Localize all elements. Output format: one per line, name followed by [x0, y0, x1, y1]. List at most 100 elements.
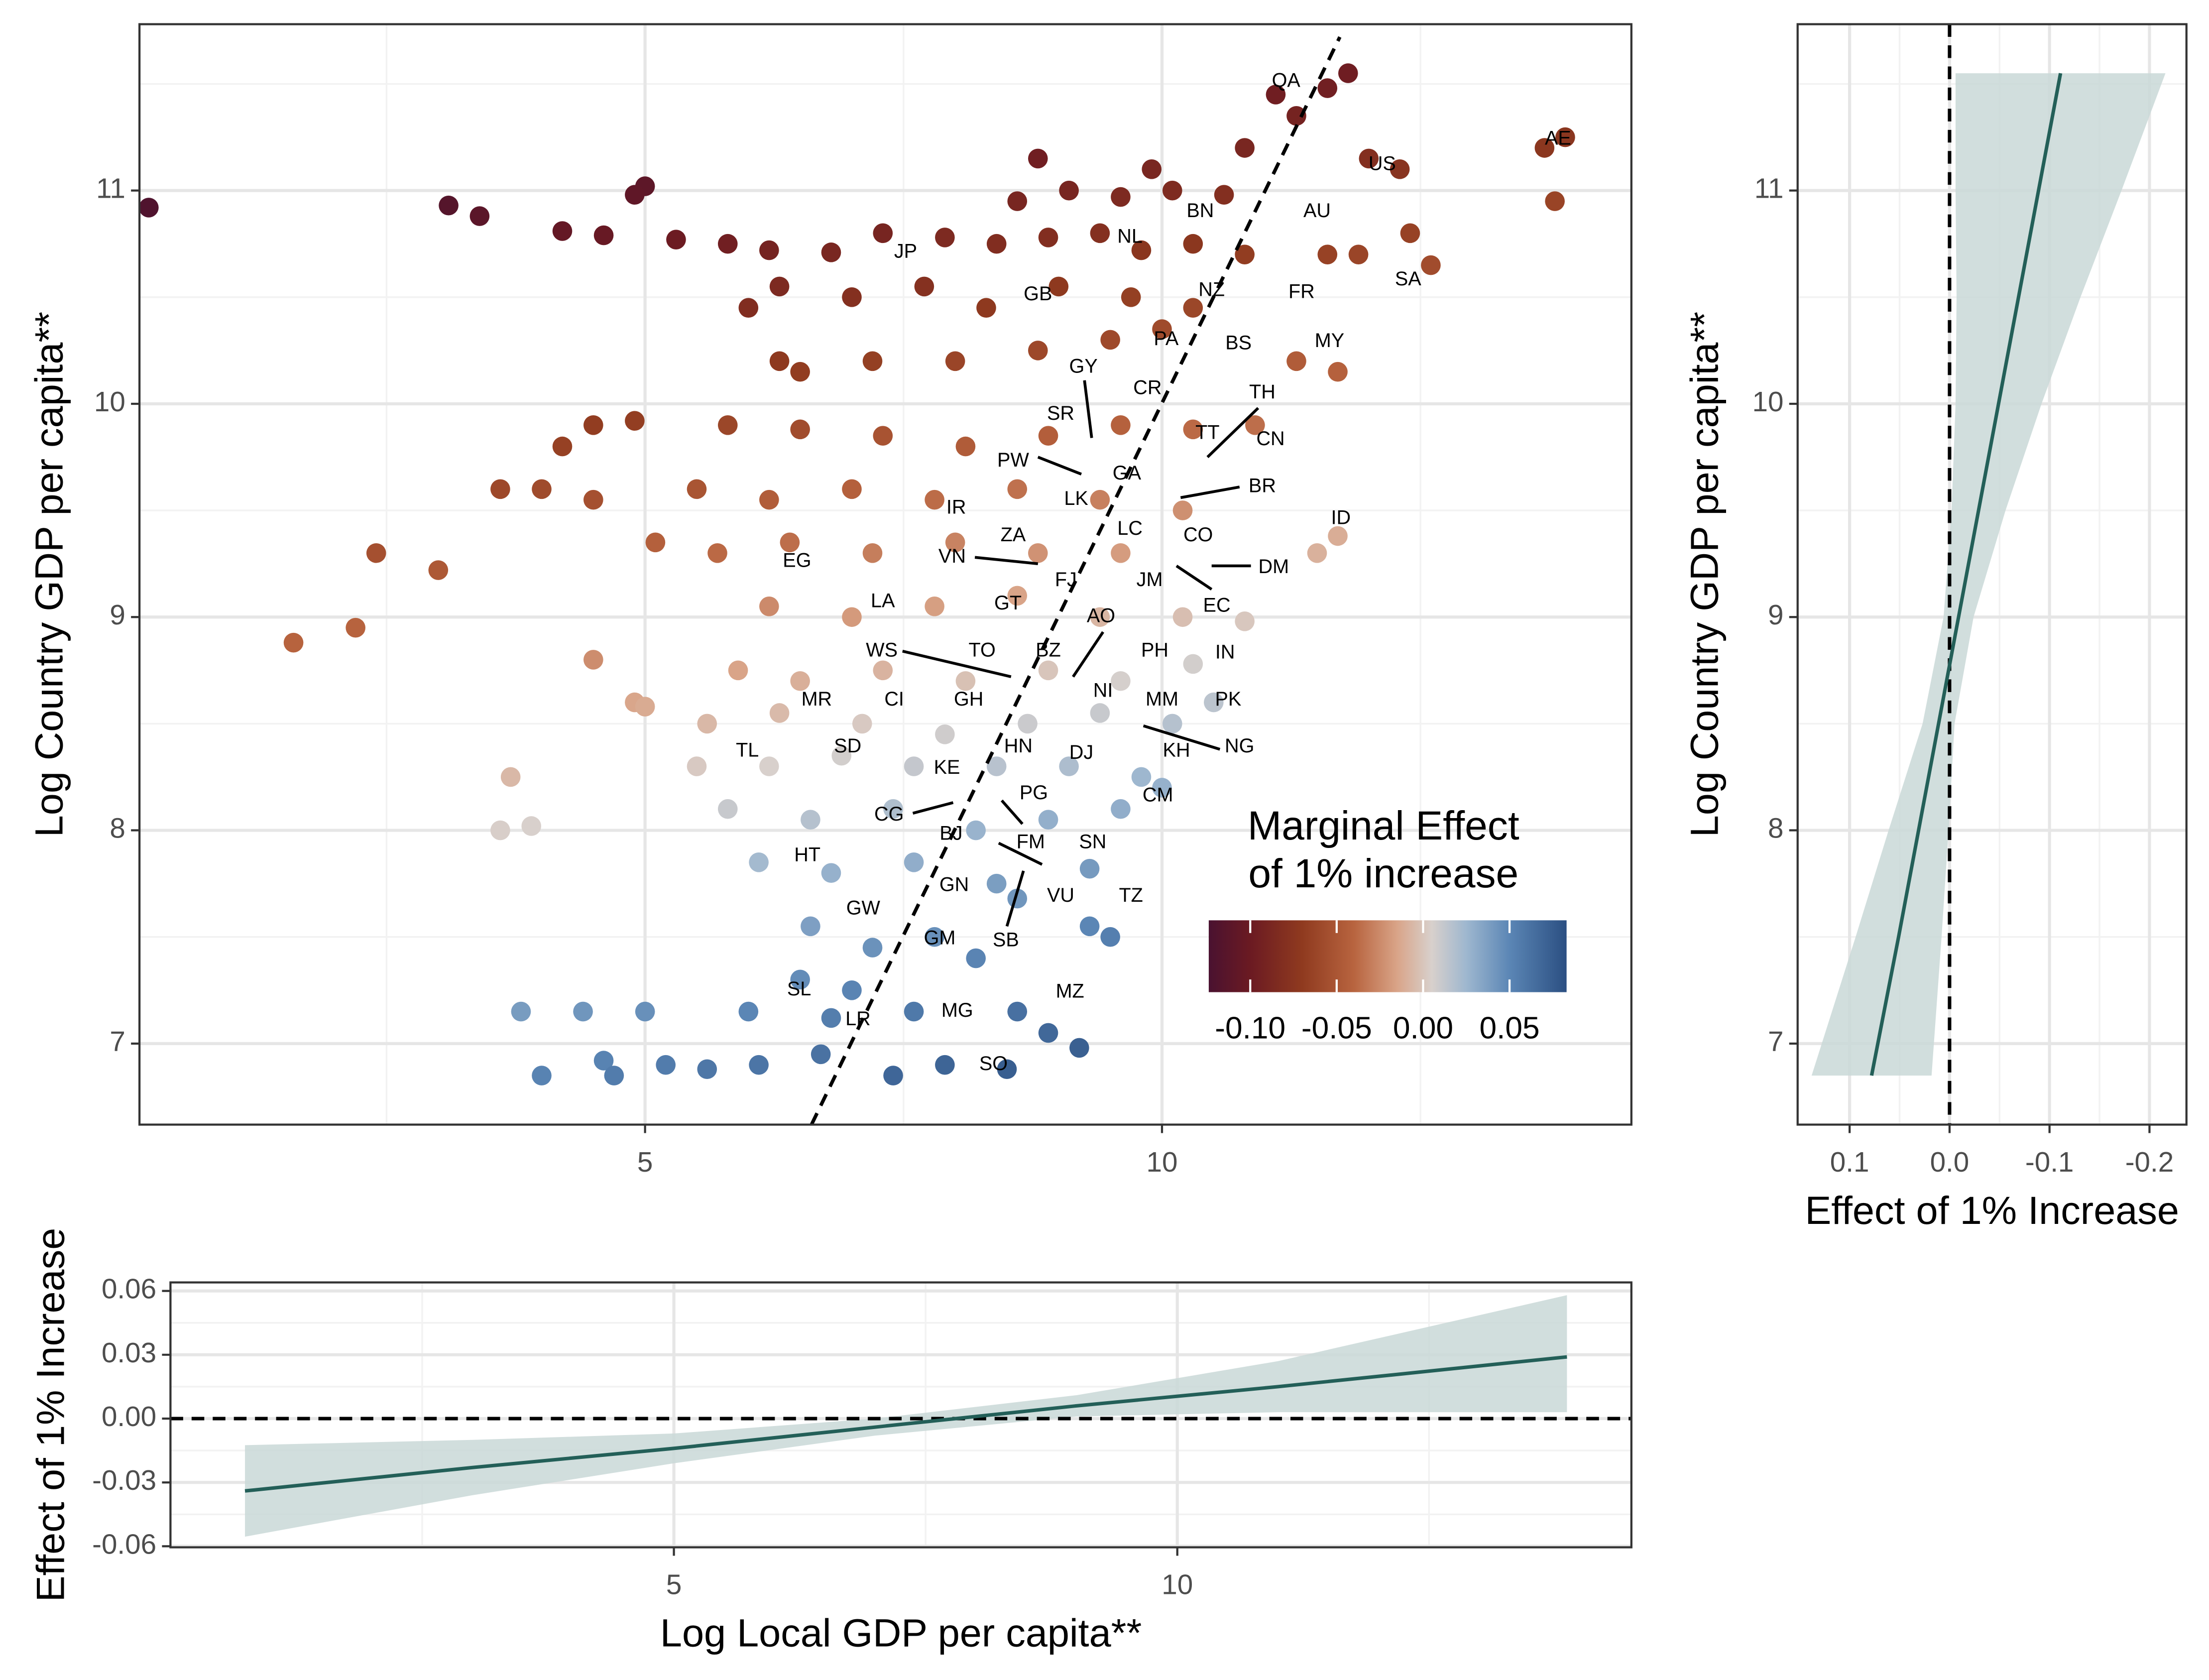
point: [883, 799, 903, 819]
point: [904, 756, 924, 776]
country-label: JP: [894, 240, 917, 262]
point: [490, 479, 510, 499]
country-label: CN: [1256, 428, 1284, 450]
panel-border: [1796, 23, 2188, 1126]
point: [842, 607, 862, 627]
y-axis-title: Log Country GDP per capita**: [1682, 312, 1727, 837]
country-label: TZ: [1119, 884, 1143, 906]
country-label: NZ: [1198, 278, 1225, 300]
country-label: ZA: [1001, 524, 1026, 546]
country-label: AE: [1545, 127, 1571, 149]
point: [1348, 244, 1369, 264]
country-label: NI: [1093, 680, 1113, 702]
point: [583, 415, 603, 435]
point: [842, 287, 862, 307]
point: [955, 671, 976, 691]
point: [1007, 1001, 1028, 1022]
point: [697, 714, 717, 734]
point: [1172, 607, 1193, 627]
country-label: SL: [787, 978, 811, 1000]
point: [1007, 191, 1028, 211]
point: [532, 1066, 552, 1085]
point: [1079, 916, 1100, 937]
panel-border: [169, 1281, 1632, 1549]
point: [1111, 415, 1131, 435]
point: [976, 298, 996, 318]
point: [1328, 526, 1348, 546]
country-label: VN: [938, 545, 966, 567]
leader-line: [1180, 485, 1240, 499]
leader-line: [1005, 870, 1025, 927]
country-label: GT: [994, 592, 1022, 614]
point: [1038, 1023, 1058, 1043]
y-tick-label: 10: [94, 386, 125, 417]
y-tick-label: 11: [1754, 173, 1784, 204]
point: [1555, 127, 1575, 147]
point: [583, 650, 603, 670]
point: [986, 873, 1007, 894]
y-axis-title: Effect of 1% Increase: [28, 1228, 72, 1602]
point: [1059, 756, 1079, 776]
country-label: VU: [1047, 884, 1074, 906]
point: [532, 479, 552, 499]
point: [1317, 244, 1338, 264]
country-label: NG: [1225, 735, 1254, 757]
country-label: PG: [1020, 782, 1048, 804]
leader-line: [1083, 380, 1093, 438]
country-label: AU: [1303, 200, 1331, 222]
leader-line: [1175, 565, 1213, 591]
point: [842, 479, 862, 499]
point: [1079, 858, 1100, 879]
point: [769, 276, 790, 297]
point: [1545, 191, 1565, 211]
point: [717, 415, 738, 435]
point: [656, 1055, 676, 1075]
country-label: EC: [1203, 594, 1231, 616]
country-label: MZ: [1056, 980, 1084, 1002]
y-tick-label: 10: [1752, 386, 1783, 417]
x-tick-label: 0.1: [1830, 1146, 1869, 1178]
point: [1090, 607, 1110, 627]
country-label: SA: [1395, 268, 1421, 290]
point: [1183, 419, 1203, 440]
point: [1007, 479, 1028, 499]
point: [346, 617, 365, 638]
country-label: DJ: [1069, 741, 1093, 763]
country-label: FM: [1017, 831, 1045, 853]
point: [469, 206, 490, 226]
confidence-band: [1811, 73, 2166, 1076]
point: [873, 660, 893, 681]
point: [552, 221, 573, 241]
point: [904, 852, 924, 872]
point: [738, 1001, 759, 1022]
point: [604, 1066, 624, 1085]
point: [790, 671, 810, 691]
point: [955, 436, 976, 457]
country-label: HT: [794, 843, 820, 865]
country-label: IN: [1215, 641, 1235, 663]
country-label: ID: [1331, 507, 1351, 529]
x-tick-label: 10: [1162, 1569, 1193, 1600]
colorbar-tick-label: 0.05: [1479, 1011, 1539, 1045]
country-label: FJ: [1055, 569, 1077, 591]
point: [1245, 415, 1265, 435]
point: [1183, 234, 1203, 254]
point: [1028, 148, 1048, 169]
point: [1028, 341, 1048, 360]
country-label: BN: [1186, 200, 1214, 222]
point: [1038, 810, 1058, 830]
point: [780, 532, 800, 553]
country-label: NL: [1117, 225, 1143, 247]
leader-line: [902, 650, 1012, 678]
country-label: SD: [834, 735, 861, 757]
country-label: BJ: [939, 823, 962, 844]
point: [1235, 138, 1255, 158]
confidence-band: [245, 1295, 1567, 1537]
point: [1266, 85, 1286, 105]
country-label: BR: [1249, 475, 1276, 496]
x-axis-title: Log Local GDP per capita**: [660, 1611, 1142, 1655]
point: [997, 1059, 1017, 1080]
country-label: US: [1369, 153, 1396, 175]
point: [1183, 298, 1203, 318]
country-label: KE: [934, 756, 960, 778]
